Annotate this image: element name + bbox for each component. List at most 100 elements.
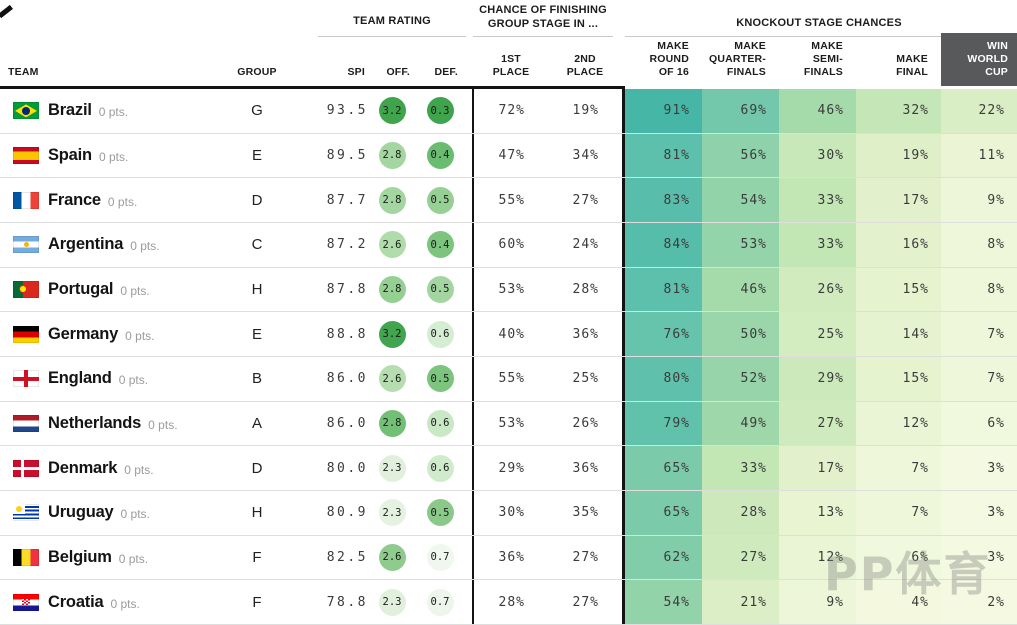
win-world-cup-cell: 11% (941, 133, 1017, 178)
rating-divider (464, 178, 474, 222)
team-cell[interactable]: Netherlands 0 pts. (0, 402, 232, 446)
final-cell: 6% (856, 535, 941, 580)
second-place-cell: 27% (572, 192, 599, 208)
win-world-cup-cell: 3% (941, 535, 1017, 580)
team-name: Croatia (48, 592, 104, 611)
team-points: 0 pts. (118, 551, 149, 566)
semifinals-cell: 9% (779, 580, 856, 624)
rating-divider (464, 267, 474, 312)
rating-divider (464, 133, 474, 178)
team-cell[interactable]: England 0 pts. (0, 357, 232, 401)
column-header-spi[interactable]: SPI (347, 65, 365, 78)
team-points: 0 pts. (110, 596, 140, 611)
final-cell: 12% (856, 401, 941, 446)
table-row: Netherlands 0 pts. A 86.0 2.8 0.6 53% 26… (0, 401, 1017, 447)
team-points: 0 pts. (130, 239, 160, 254)
def-rating-badge: 0.5 (426, 186, 454, 214)
column-header-final[interactable]: MAKE FINAL (896, 52, 928, 78)
knockout-divider (622, 535, 625, 580)
off-rating-cell: 2.8 (368, 134, 416, 178)
team-flag-icon (13, 414, 39, 432)
spi-cell: 93.5 (326, 103, 368, 119)
column-header-win-world-cup[interactable]: WIN WORLD CUP (941, 33, 1017, 86)
second-place-cell: 36% (572, 460, 599, 476)
second-place-cell: 28% (572, 281, 599, 297)
off-rating-badge: 2.3 (378, 499, 406, 527)
round-of-16-cell: 54% (625, 580, 702, 624)
team-flag-icon (13, 593, 39, 611)
second-place-cell: 26% (572, 415, 599, 431)
first-place-cell: 55% (498, 371, 525, 387)
knockout-divider (622, 312, 625, 356)
column-header-def[interactable]: DEF. (434, 65, 458, 78)
team-cell[interactable]: Brazil 0 pts. (0, 89, 232, 133)
round-of-16-cell: 65% (625, 446, 702, 490)
off-rating-badge: 2.8 (378, 275, 406, 303)
spi-cell: 87.7 (326, 192, 368, 208)
team-cell[interactable]: Germany 0 pts. (0, 312, 232, 356)
spi-cell: 87.2 (326, 237, 368, 253)
group-cell: H (251, 280, 263, 298)
def-rating-badge: 0.6 (426, 454, 454, 482)
spi-cell: 86.0 (326, 371, 368, 387)
team-flag-icon (13, 459, 39, 477)
column-header-quarterfinals[interactable]: MAKE QUARTER- FINALS (708, 39, 766, 78)
group-cell: H (251, 504, 263, 522)
quarterfinals-cell: 54% (702, 178, 779, 222)
final-cell: 16% (856, 222, 941, 267)
second-place-cell: 27% (572, 594, 599, 610)
round-of-16-cell: 65% (625, 490, 702, 535)
final-cell: 7% (856, 446, 941, 490)
win-world-cup-cell: 9% (941, 178, 1017, 222)
team-cell[interactable]: Croatia 0 pts. (0, 580, 232, 624)
def-rating-badge: 0.5 (426, 275, 454, 303)
team-cell[interactable]: France 0 pts. (0, 178, 232, 222)
spi-cell: 86.0 (326, 415, 368, 431)
first-place-cell: 72% (498, 103, 525, 119)
table-row: France 0 pts. D 87.7 2.8 0.5 55% 27% 83%… (0, 178, 1017, 223)
team-cell[interactable]: Spain 0 pts. (0, 134, 232, 178)
team-cell[interactable]: Uruguay 0 pts. (0, 491, 232, 535)
team-name: England (48, 369, 112, 388)
def-rating-cell: 0.5 (416, 268, 464, 312)
group-cell: F (252, 548, 262, 566)
column-header-2nd-place[interactable]: 2ND PLACE (566, 52, 604, 78)
def-rating-badge: 0.4 (426, 231, 454, 259)
win-world-cup-cell: 7% (941, 312, 1017, 356)
column-header-round-of-16[interactable]: MAKE ROUND OF 16 (649, 39, 689, 78)
team-cell[interactable]: Denmark 0 pts. (0, 446, 232, 490)
rating-divider (464, 356, 474, 401)
table-row: Germany 0 pts. E 88.8 3.2 0.6 40% 36% 76… (0, 312, 1017, 357)
team-points: 0 pts. (120, 507, 150, 522)
team-name: Netherlands (48, 413, 142, 432)
column-header-team[interactable]: TEAM (8, 65, 39, 78)
def-rating-cell: 0.6 (416, 312, 464, 356)
team-cell[interactable]: Argentina 0 pts. (0, 223, 232, 267)
column-header-row: TEAM GROUP SPI OFF. DEF. 1ST PLACE 2ND P… (0, 33, 1017, 86)
round-of-16-cell: 79% (625, 401, 702, 446)
def-rating-cell: 0.3 (416, 89, 464, 133)
off-rating-cell: 2.8 (368, 402, 416, 446)
team-name: Portugal (48, 279, 114, 298)
column-header-off[interactable]: OFF. (386, 65, 410, 78)
def-rating-badge: 0.3 (426, 97, 454, 125)
column-header-semifinals[interactable]: MAKE SEMI- FINALS (803, 39, 843, 78)
win-world-cup-cell: 7% (941, 356, 1017, 401)
column-header-group[interactable]: GROUP (237, 65, 277, 78)
off-rating-badge: 2.8 (378, 409, 406, 437)
first-place-cell: 29% (498, 460, 525, 476)
def-rating-cell: 0.4 (416, 134, 464, 178)
team-cell[interactable]: Belgium 0 pts. (0, 536, 232, 580)
def-rating-badge: 0.7 (426, 588, 454, 616)
second-place-cell: 34% (572, 147, 599, 163)
knockout-divider (622, 89, 625, 133)
off-rating-cell: 2.3 (368, 491, 416, 535)
round-of-16-cell: 81% (625, 267, 702, 312)
def-rating-badge: 0.6 (426, 409, 454, 437)
semifinals-cell: 12% (779, 535, 856, 580)
column-header-1st-place[interactable]: 1ST PLACE (492, 52, 530, 78)
team-cell[interactable]: Portugal 0 pts. (0, 268, 232, 312)
spi-cell: 88.8 (326, 326, 368, 342)
second-place-cell: 25% (572, 371, 599, 387)
